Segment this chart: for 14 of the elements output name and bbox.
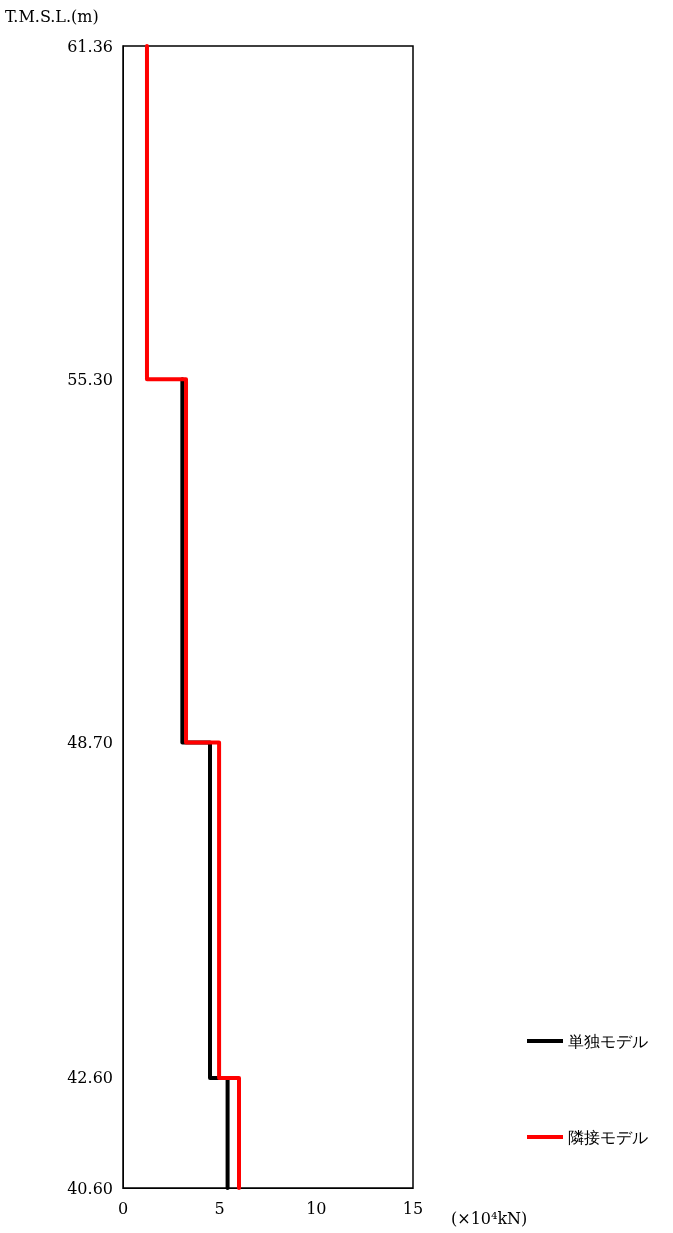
x-tick-label: 10 [306,1198,327,1218]
y-tick-label: 40.60 [67,1178,113,1198]
y-axis-title: T.M.S.L.(m) [5,6,99,26]
x-axis-title: (×10⁴kN) [451,1208,528,1228]
legend-label: 単独モデル [568,1031,648,1051]
x-tick-label: 0 [117,1198,129,1218]
y-tick-label: 61.36 [67,36,113,56]
x-tick-label: 5 [214,1198,225,1218]
y-tick-label: 48.70 [67,732,113,752]
y-tick-label: 42.60 [67,1068,113,1088]
legend-label: 隣接モデル [568,1127,648,1147]
x-tick-label: 15 [402,1198,424,1218]
line-series [144,44,241,1190]
y-tick-label: 55.30 [67,369,113,389]
